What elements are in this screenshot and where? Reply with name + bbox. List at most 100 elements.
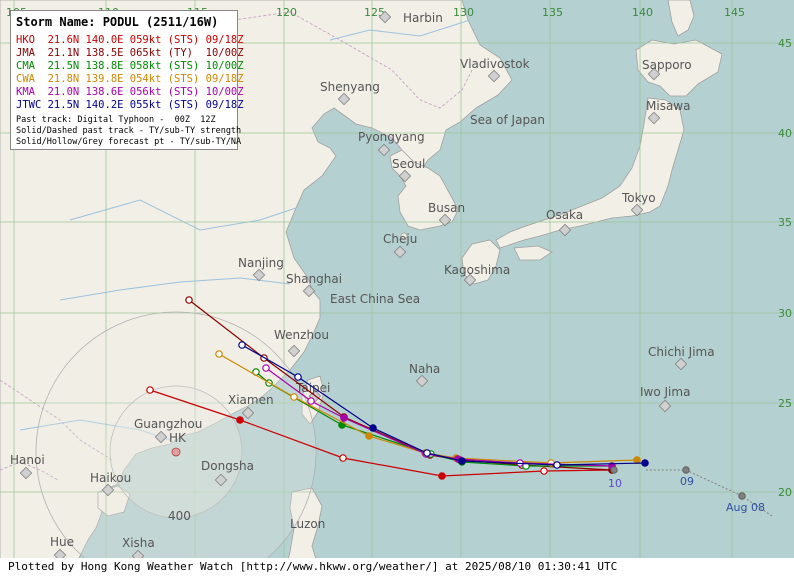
forecast-point-hko [438,472,446,480]
city-marker-pyongyang [377,143,391,157]
city-markers: Harbin Vladivostok Sapporo Shenyang Pyongyan… [10,10,715,563]
range-ring-outer [35,311,317,576]
place-label-pyongyang: Pyongyang [358,130,425,144]
place-label-osaka: Osaka [546,208,583,222]
legend-note-track-style: Solid/Dashed past track - TY/sub-TY stre… [16,126,242,136]
forecast-point-jma [185,296,193,304]
hokkaido [635,39,723,97]
longitude-label: 120 [276,6,297,19]
place-label-dongsha: Dongsha [201,459,254,473]
latitude-label: 25 [778,397,792,410]
shikoku [513,245,553,261]
agency-report: 21.8N 139.8E 054kt (STS) 09/18Z [47,73,244,85]
city-marker-guangzhou [154,430,168,444]
place-label-busan: Busan [428,201,465,215]
forecast-point-jtwc [553,461,561,469]
place-label-cheju: Cheju [383,232,417,246]
border-southwest [0,379,113,461]
agency-row-jma: JMA 21.1N 138.5E 065kt (TY) 10/00Z [16,47,244,60]
place-label-hk: HK [169,431,187,445]
river-pearl [19,419,171,441]
forecast-point-hko [236,416,244,424]
agency-report: 21.5N 140.2E 055kt (STS) 09/18Z [47,99,244,111]
place-label-hue: Hue [50,535,74,549]
forecast-point-jtwc [238,341,246,349]
place-label-sapporo: Sapporo [642,58,692,72]
forecast-point-hko [540,467,548,475]
border-korea [371,127,403,151]
past-track: 10 09 Aug 08 [608,466,773,517]
river-northeast [329,19,471,41]
legend-note-forecast-point: Solid/Hollow/Grey forecast pt - TY/sub-T… [16,137,242,147]
forecast-point-kma [262,364,270,372]
forecast-point-hko [146,386,154,394]
river-yangtze [59,277,291,301]
kyushu [461,239,501,285]
latitude-label: 35 [778,216,792,229]
agency-row-jtwc: JTWC 21.5N 140.2E 055kt (STS) 09/18Z [16,99,244,112]
city-marker-iwo-jima [658,399,672,413]
latitude-label: 30 [778,307,792,320]
agency-code: CWA [16,73,48,85]
range-rings [35,311,317,576]
agency-row-cwa: CWA 21.8N 139.8E 054kt (STS) 09/18Z [16,73,244,86]
place-label-shenyang: Shenyang [320,80,380,94]
agency-report: 21.0N 138.6E 056kt (STS) 10/00Z [47,86,244,98]
place-label-tokyo: Tokyo [621,191,656,205]
place-label-harbin: Harbin [403,11,443,25]
place-label-nanjing: Nanjing [238,256,284,270]
longitude-label: 130 [453,6,474,19]
forecast-point-cwa [365,432,373,440]
past-track-date-label: Aug 08 [726,501,765,514]
border-vietnam [0,461,59,481]
place-label-taipei: Taipei [295,381,330,395]
city-marker-hue [53,548,67,562]
agency-code: JMA [16,47,48,59]
track-line-hko [149,389,613,477]
city-marker-vladivostok [487,69,501,83]
korea [389,149,459,231]
agency-row-kma: KMA 21.0N 138.6E 056kt (STS) 10/00Z [16,86,244,99]
latitude-label: 45 [778,37,792,50]
agency-code: CMA [16,60,48,72]
forecast-point-cwa [290,393,298,401]
city-marker-busan [438,213,452,227]
forecast-point-jtwc [369,424,377,432]
city-marker-cheju [393,245,407,259]
city-marker-chichi-jima [674,357,688,371]
agency-code: HKO [16,34,48,46]
longitude-label: 125 [364,6,385,19]
hk-center-dot [171,447,181,457]
agency-row-cma: CMA 21.5N 138.8E 058kt (STS) 10/00Z [16,60,244,73]
longitude-label: 140 [632,6,653,19]
city-marker-nanjing [252,268,266,282]
latitude-label: 20 [778,486,792,499]
past-track-line [646,469,773,517]
city-marker-shenyang [337,92,351,106]
city-marker-kagoshima [463,273,477,287]
sea-label-east-china-sea: East China Sea [330,292,420,306]
city-marker-sapporo [647,67,661,81]
city-marker-dongsha [214,473,228,487]
storm-title: Storm Name: PODUL (2511/16W) [16,15,219,29]
forecast-point-kma [340,414,348,422]
past-track-point [738,492,746,500]
city-marker-haikou [101,483,115,497]
latitude-label: 40 [778,127,792,140]
river-yellow [69,199,297,231]
place-label-misawa: Misawa [646,99,690,113]
rivers [19,19,471,441]
place-label-kagoshima: Kagoshima [444,263,510,277]
footer-credit: Plotted by Hong Kong Weather Watch [http… [0,558,794,576]
place-label-shanghai: Shanghai [286,272,342,286]
place-label-chichi-jima: Chichi Jima [648,345,715,359]
longitude-label: 135 [542,6,563,19]
place-label-seoul: Seoul [392,157,425,171]
agency-report: 21.1N 138.5E 065kt (TY) 10/00Z [47,47,244,59]
sakhalin [667,0,695,37]
agency-report: 21.6N 140.0E 059kt (STS) 09/18Z [47,34,244,46]
range-ring-label: 400 [168,509,191,523]
forecast-point-cwa [215,350,223,358]
place-label-wenzhou: Wenzhou [274,328,329,342]
forecast-point-cwa [633,456,641,464]
